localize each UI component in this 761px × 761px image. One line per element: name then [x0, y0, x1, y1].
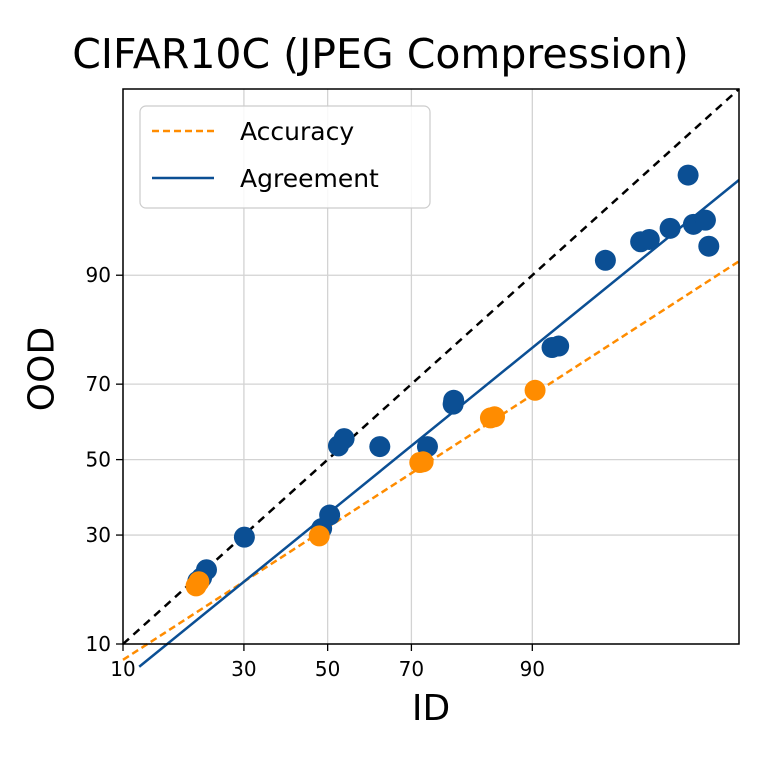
agreement-fit-line	[138, 179, 740, 668]
axis-ticks: 10 30 50 70 90 10 30 50 70 90	[86, 263, 545, 681]
legend: Accuracy Agreement	[139, 105, 431, 209]
accuracy-point	[412, 451, 434, 473]
legend-label-accuracy: Accuracy	[240, 117, 354, 146]
x-tick-label: 50	[315, 657, 340, 681]
x-tick-label: 90	[520, 657, 545, 681]
agreement-point	[319, 504, 341, 526]
y-tick-label: 10	[86, 632, 111, 656]
y-tick-label: 90	[86, 263, 111, 287]
y-tick-label: 70	[86, 372, 111, 396]
agreement-point	[443, 389, 465, 411]
agreement-point	[677, 164, 699, 186]
agreement-point	[698, 235, 720, 257]
agreement-point	[638, 228, 660, 250]
accuracy-point	[524, 379, 546, 401]
x-axis-label: ID	[411, 688, 451, 729]
agreement-point	[369, 436, 391, 458]
agreement-point	[594, 249, 616, 271]
y-tick-label: 50	[86, 448, 111, 472]
agreement-point	[333, 428, 355, 450]
x-tick-label: 10	[110, 657, 135, 681]
y-tick-label: 30	[86, 523, 111, 547]
data-points	[185, 164, 720, 597]
agreement-point	[659, 217, 681, 239]
accuracy-point	[188, 571, 210, 593]
x-tick-label: 70	[399, 657, 424, 681]
agreement-point	[548, 335, 570, 357]
y-axis-label: OOD	[21, 326, 63, 412]
accuracy-point	[484, 406, 506, 428]
diagonal-line	[122, 88, 740, 645]
accuracy-point	[308, 525, 330, 547]
agreement-point	[233, 526, 255, 548]
x-tick-label: 30	[231, 657, 256, 681]
legend-label-agreement: Agreement	[240, 164, 379, 193]
chart-title: CIFAR10C (JPEG Compression)	[72, 30, 689, 78]
agreement-point	[694, 209, 716, 231]
plot-frame	[122, 88, 740, 645]
